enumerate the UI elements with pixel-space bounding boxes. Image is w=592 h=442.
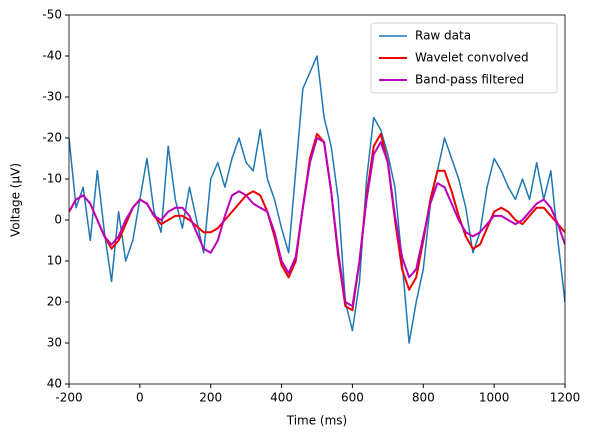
y-axis-label: Voltage (µV) [9,163,23,237]
y-tick-label: -20 [42,131,62,145]
x-tick-label: 800 [412,391,435,405]
y-tick-label: 10 [47,254,62,268]
y-tick-label: -30 [42,90,62,104]
series-line [69,132,565,312]
x-tick-label: 1200 [550,391,581,405]
plot-frame [68,14,566,385]
y-tick-label: 20 [47,295,62,309]
legend-label: Wavelet convolved [415,51,529,65]
x-tick-label: 600 [341,391,364,405]
y-tick-label: -50 [42,8,62,22]
y-tick-label: 0 [54,213,62,227]
x-axis-label: Time (ms) [286,414,348,428]
legend-box [370,22,558,94]
x-tick-label: 1000 [479,391,510,405]
series-line [69,137,565,308]
y-tick-label: -10 [42,172,62,186]
y-tick-label: 40 [47,377,62,391]
x-tick-label: 200 [199,391,222,405]
x-tick-label: -200 [55,391,82,405]
legend-label: Band-pass filtered [415,73,524,87]
series-line [69,55,565,344]
y-tick-label: 30 [47,336,62,350]
x-tick-label: 400 [270,391,293,405]
x-tick-label: 0 [136,391,144,405]
y-tick-label: -40 [42,49,62,63]
legend-label: Raw data [415,29,471,43]
